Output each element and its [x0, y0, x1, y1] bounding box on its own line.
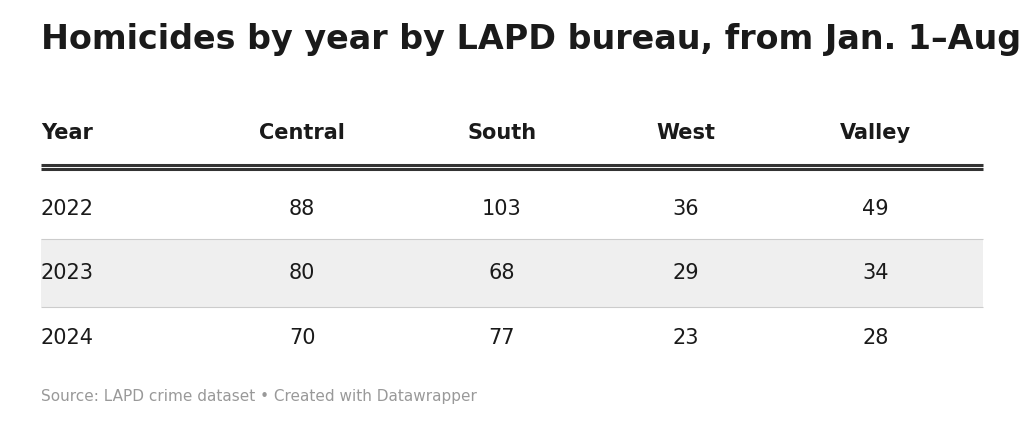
- Text: Valley: Valley: [840, 123, 911, 143]
- Text: 29: 29: [673, 263, 699, 283]
- Text: 68: 68: [488, 263, 515, 283]
- Text: Source: LAPD crime dataset • Created with Datawrapper: Source: LAPD crime dataset • Created wit…: [41, 389, 477, 404]
- Text: 34: 34: [862, 263, 889, 283]
- Text: 2024: 2024: [41, 328, 94, 349]
- Text: Central: Central: [259, 123, 345, 143]
- Text: 23: 23: [673, 328, 699, 349]
- Text: 36: 36: [673, 199, 699, 220]
- Text: Year: Year: [41, 123, 93, 143]
- Text: South: South: [467, 123, 537, 143]
- Text: 49: 49: [862, 199, 889, 220]
- Text: 2022: 2022: [41, 199, 94, 220]
- Text: 77: 77: [488, 328, 515, 349]
- Text: Homicides by year by LAPD bureau, from Jan. 1–Aug. 31: Homicides by year by LAPD bureau, from J…: [41, 23, 1024, 56]
- Text: 28: 28: [862, 328, 889, 349]
- Text: 2023: 2023: [41, 263, 94, 283]
- Text: 88: 88: [289, 199, 315, 220]
- Text: 80: 80: [289, 263, 315, 283]
- Text: 103: 103: [482, 199, 521, 220]
- Text: 70: 70: [289, 328, 315, 349]
- Text: West: West: [656, 123, 716, 143]
